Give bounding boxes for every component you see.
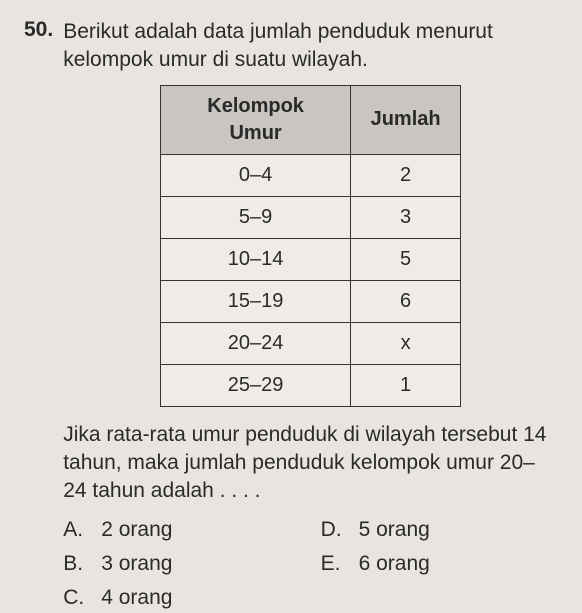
question-container: 50. Berikut adalah data jumlah penduduk …	[24, 18, 558, 613]
cell-group: 25–29	[161, 364, 351, 406]
option-c: C. 4 orang	[63, 584, 300, 612]
question-followup: Jika rata-rata umur penduduk di wilayah …	[63, 421, 558, 506]
question-number: 50.	[24, 18, 53, 42]
data-table: Kelompok Umur Jumlah 0–4 2 5–9 3 10–14	[160, 85, 461, 407]
table-row: 15–19 6	[161, 280, 461, 322]
cell-group: 0–4	[161, 154, 351, 196]
option-e: E. 6 orang	[321, 550, 558, 578]
table-header-row: Kelompok Umur Jumlah	[161, 85, 461, 154]
option-a: A. 2 orang	[63, 516, 300, 544]
options-grid: A. 2 orang D. 5 orang B. 3 orang E. 6 or…	[63, 516, 558, 613]
cell-count: 2	[351, 154, 461, 196]
cell-count: x	[351, 322, 461, 364]
option-b: B. 3 orang	[63, 550, 300, 578]
table-row: 25–29 1	[161, 364, 461, 406]
option-letter: A.	[63, 516, 87, 544]
question-body: Berikut adalah data jumlah penduduk menu…	[63, 18, 558, 613]
header-group: Kelompok Umur	[161, 85, 351, 154]
table-row: 20–24 x	[161, 322, 461, 364]
option-text: 2 orang	[101, 516, 172, 544]
option-letter: E.	[321, 550, 345, 578]
option-text: 4 orang	[101, 584, 172, 612]
option-text: 3 orang	[101, 550, 172, 578]
cell-group: 5–9	[161, 196, 351, 238]
option-letter: C.	[63, 584, 87, 612]
cell-group: 15–19	[161, 280, 351, 322]
cell-count: 6	[351, 280, 461, 322]
data-table-wrap: Kelompok Umur Jumlah 0–4 2 5–9 3 10–14	[63, 85, 558, 407]
cell-count: 1	[351, 364, 461, 406]
option-letter: D.	[321, 516, 345, 544]
cell-count: 3	[351, 196, 461, 238]
question-prompt: Berikut adalah data jumlah penduduk menu…	[63, 18, 558, 75]
header-count: Jumlah	[351, 85, 461, 154]
option-d: D. 5 orang	[321, 516, 558, 544]
table-row: 5–9 3	[161, 196, 461, 238]
option-letter: B.	[63, 550, 87, 578]
table-row: 0–4 2	[161, 154, 461, 196]
cell-group: 20–24	[161, 322, 351, 364]
cell-count: 5	[351, 238, 461, 280]
option-text: 5 orang	[359, 516, 430, 544]
cell-group: 10–14	[161, 238, 351, 280]
table-row: 10–14 5	[161, 238, 461, 280]
option-text: 6 orang	[359, 550, 430, 578]
